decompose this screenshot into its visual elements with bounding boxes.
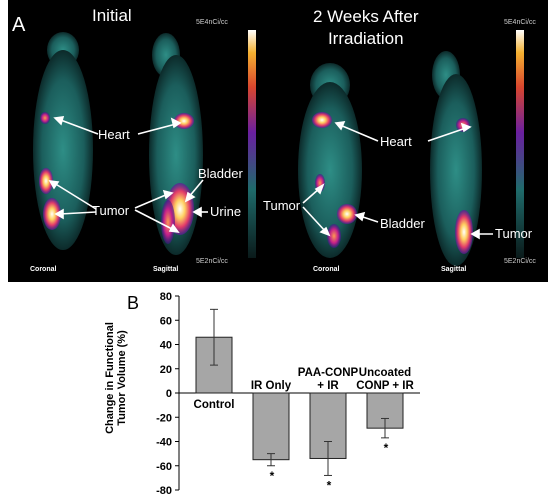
label-heart-initial: Heart xyxy=(98,127,130,142)
mouse-coronal-initial xyxy=(33,32,93,250)
y-tick-label: 40 xyxy=(160,340,172,352)
view-label-coronal-after: Coronal xyxy=(313,266,340,273)
label-tumor-after-coronal: Tumor xyxy=(263,198,301,213)
category-label: + IR xyxy=(317,380,339,392)
view-label-sagittal-after: Sagittal xyxy=(441,266,467,273)
y-tick-label: -60 xyxy=(156,461,172,473)
y-tick-label: 60 xyxy=(160,315,172,327)
scale-max-initial: 5E4nCi/cc xyxy=(196,19,228,26)
category-label: Uncoated xyxy=(359,367,411,379)
category-label: CONP + IR xyxy=(356,380,414,392)
view-label-coronal-initial: Coronal xyxy=(30,266,57,273)
significance-marker: * xyxy=(270,469,275,483)
panel-b-letter: B xyxy=(127,293,140,313)
category-label: PAA-CONP xyxy=(298,367,359,379)
significance-marker: * xyxy=(384,441,389,455)
mouse-sagittal-initial xyxy=(149,33,203,255)
y-tick-label: 20 xyxy=(160,364,172,376)
title-initial: Initial xyxy=(92,6,132,25)
scale-min-initial: 5E2nCi/cc xyxy=(196,258,228,265)
colorbar-after xyxy=(516,30,524,258)
label-tumor-initial: Tumor xyxy=(92,203,130,218)
y-tick-label: -20 xyxy=(156,412,172,424)
mouse-coronal-after xyxy=(298,63,362,258)
view-label-sagittal-initial: Sagittal xyxy=(153,266,179,273)
colorbar-initial xyxy=(248,30,256,258)
significance-marker: * xyxy=(327,478,332,492)
annotation-arrows xyxy=(48,116,493,240)
panel-a-letter: A xyxy=(12,14,26,36)
title-after-irradiation: 2 Weeks After Irradiation xyxy=(313,7,419,48)
y-tick-label: -40 xyxy=(156,437,172,449)
label-bladder-after: Bladder xyxy=(380,216,425,231)
y-tick-label: 80 xyxy=(160,291,172,303)
category-label: IR Only xyxy=(251,380,292,392)
scale-min-after: 5E2nCi/cc xyxy=(504,258,536,265)
y-tick-label: 0 xyxy=(166,388,172,400)
bar-1 xyxy=(252,392,290,461)
pet-imaging-panel: A Initial 2 Weeks After Irradiation 5E4n… xyxy=(8,0,548,282)
label-bladder-initial: Bladder xyxy=(198,166,243,181)
pet-images xyxy=(33,30,524,266)
label-heart-after: Heart xyxy=(380,134,412,149)
label-urine: Urine xyxy=(210,204,242,219)
scale-max-after: 5E4nCi/cc xyxy=(504,19,536,26)
mouse-sagittal-after xyxy=(430,51,482,266)
y-tick-label: -80 xyxy=(156,485,172,497)
category-label: Control xyxy=(194,399,235,411)
label-tumor-after-sagittal: Tumor xyxy=(495,226,533,241)
